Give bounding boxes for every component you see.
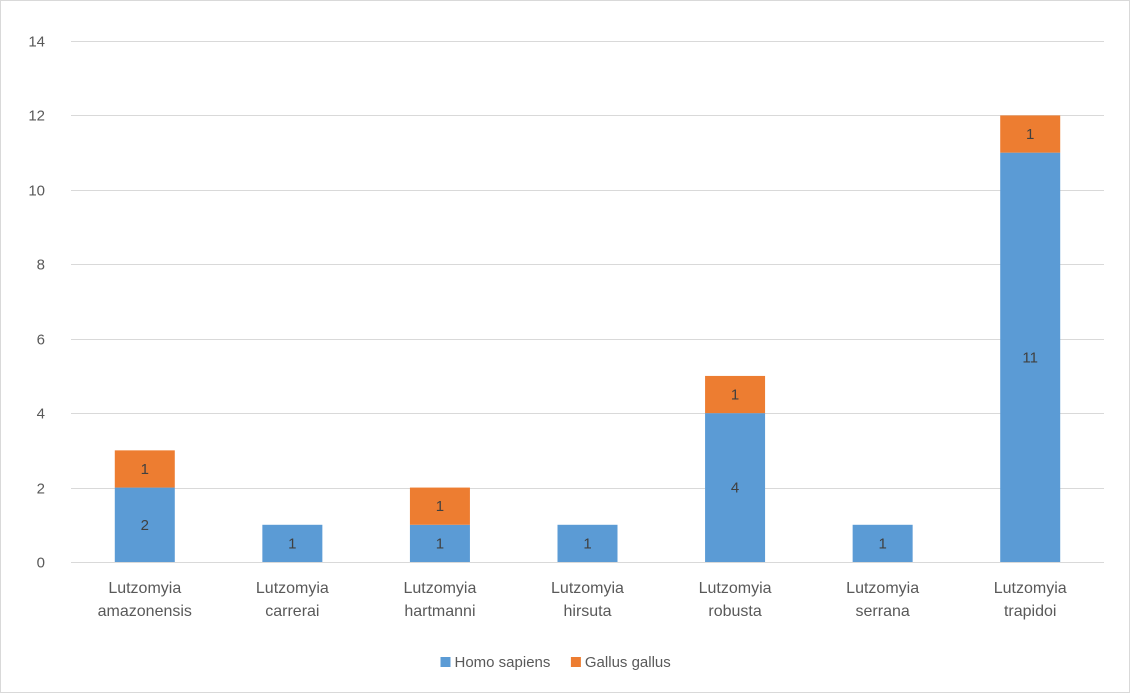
x-category-label: Lutzomyia bbox=[994, 580, 1067, 597]
x-category-label: Lutzomyia bbox=[699, 580, 772, 597]
x-category-label: serrana bbox=[856, 603, 910, 620]
legend-swatch bbox=[440, 657, 451, 667]
data-label: 1 bbox=[583, 535, 591, 552]
y-tick-label: 0 bbox=[37, 555, 45, 572]
legend-label: Gallus gallus bbox=[585, 654, 671, 671]
data-label: 2 bbox=[141, 517, 149, 534]
bars bbox=[114, 115, 1061, 562]
bar-segment-gallus-gallus bbox=[1000, 115, 1061, 153]
legend-label: Homo sapiens bbox=[455, 654, 551, 671]
bar-segment-gallus-gallus bbox=[114, 450, 175, 488]
x-category-label: Lutzomyia bbox=[551, 580, 624, 597]
y-tick-label: 2 bbox=[37, 481, 45, 498]
y-tick-label: 12 bbox=[28, 108, 45, 125]
data-label: 1 bbox=[436, 498, 444, 515]
bar-segment-homo-sapiens bbox=[114, 487, 175, 562]
y-tick-label: 8 bbox=[37, 257, 45, 274]
data-label: 1 bbox=[878, 535, 886, 552]
y-tick-label: 4 bbox=[37, 406, 45, 423]
x-category-label: Lutzomyia bbox=[846, 580, 919, 597]
bar-segment-homo-sapiens bbox=[852, 524, 913, 562]
x-category-label: robusta bbox=[708, 603, 761, 620]
y-tick-label: 6 bbox=[37, 332, 45, 349]
gridlines bbox=[71, 41, 1104, 563]
y-tick-label: 14 bbox=[28, 34, 45, 51]
data-label: 1 bbox=[288, 535, 296, 552]
x-category-label: Lutzomyia bbox=[108, 580, 181, 597]
x-axis-category-labels: Lutzomyia amazonensis Lutzomyia carrerai Lut… bbox=[98, 580, 1067, 620]
y-axis-tick-labels: 0 2 4 6 8 10 12 14 bbox=[28, 34, 45, 572]
x-category-label: Lutzomyia bbox=[256, 580, 329, 597]
data-label: 1 bbox=[1026, 126, 1034, 143]
data-label: 1 bbox=[141, 461, 149, 478]
x-category-label: amazonensis bbox=[98, 603, 192, 620]
bar-segment-gallus-gallus bbox=[409, 487, 470, 525]
data-label: 1 bbox=[731, 387, 739, 404]
bar-segment-homo-sapiens bbox=[1000, 152, 1061, 562]
bar-segment-homo-sapiens bbox=[557, 524, 618, 562]
bar-segment-homo-sapiens bbox=[409, 524, 470, 562]
data-label: 4 bbox=[731, 480, 739, 497]
x-category-label: carrerai bbox=[265, 603, 319, 620]
bar-segment-gallus-gallus bbox=[705, 375, 766, 414]
data-label: 11 bbox=[1022, 349, 1038, 366]
legend: Homo sapiens Gallus gallus bbox=[440, 654, 671, 671]
bar-segment-homo-sapiens bbox=[262, 524, 323, 562]
x-category-label: hartmanni bbox=[404, 603, 475, 620]
y-tick-label: 10 bbox=[28, 183, 45, 200]
bar-segment-homo-sapiens bbox=[705, 413, 766, 562]
data-label: 1 bbox=[436, 535, 444, 552]
x-category-label: trapidoi bbox=[1004, 603, 1056, 620]
legend-swatch bbox=[570, 657, 581, 667]
x-category-label: Lutzomyia bbox=[403, 580, 476, 597]
x-category-label: hirsuta bbox=[563, 603, 611, 620]
